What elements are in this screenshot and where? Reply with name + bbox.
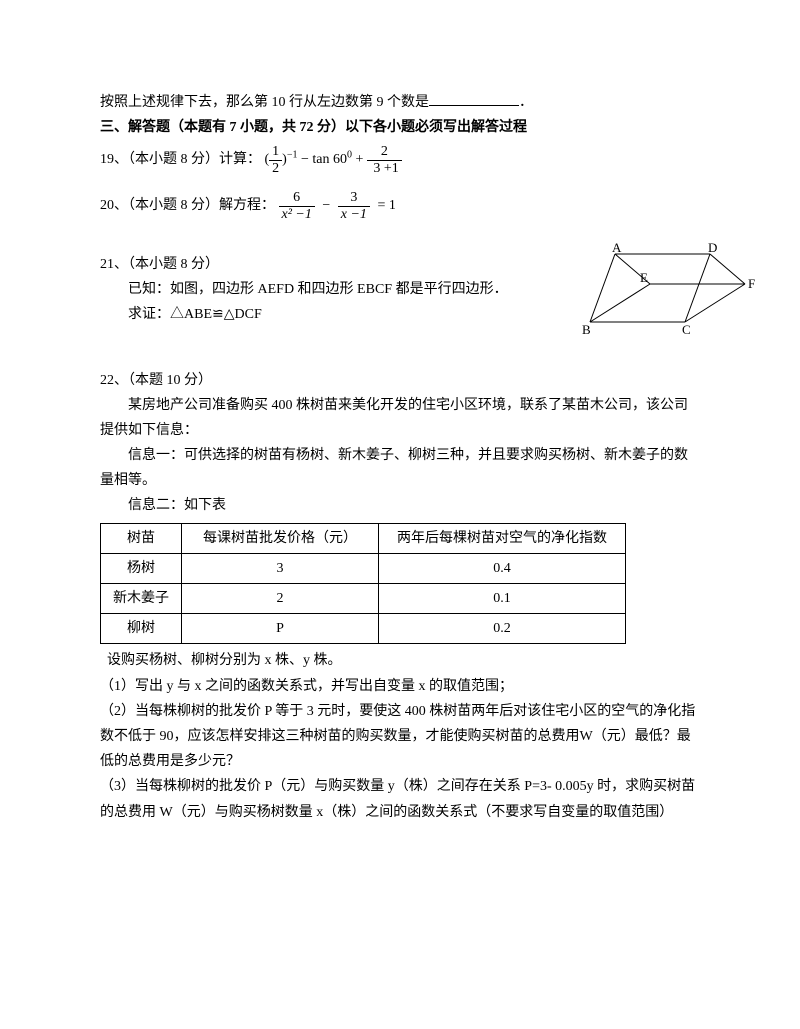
q19-prefix: 19、（本小题 8 分）计算： — [100, 152, 261, 167]
tree-table: 树苗 每课树苗批发价格（元） 两年后每棵树苗对空气的净化指数 杨树 3 0.4 … — [100, 523, 626, 645]
cell: 杨树 — [101, 553, 182, 583]
cell: 柳树 — [101, 614, 182, 644]
q20-f2: 3x −1 — [338, 190, 370, 222]
q19-f2-num: 2 — [367, 144, 402, 160]
th-1: 每课树苗批发价格（元） — [182, 523, 379, 553]
q19-f1-den: 2 — [269, 161, 282, 176]
q22-p1: （1）写出 y 与 x 之间的函数关系式，并写出自变量 x 的取值范围； — [100, 674, 700, 699]
cell: 0.4 — [379, 553, 626, 583]
q19-frac2: 2 3 +1 — [367, 144, 402, 176]
cell: P — [182, 614, 379, 644]
question-20: 20、（本小题 8 分）解方程： 6x² −1 − 3x −1 = 1 — [100, 190, 700, 222]
q19-exp1: −1 — [287, 150, 298, 161]
q19-exp2: 0 — [347, 150, 352, 161]
th-0: 树苗 — [101, 523, 182, 553]
q20-f2n: 3 — [338, 190, 370, 206]
section-3-title: 三、解答题（本题有 7 小题，共 72 分）以下各小题必须写出解答过程 — [100, 115, 700, 140]
cell: 新木姜子 — [101, 584, 182, 614]
q19-rad: 3 — [373, 161, 380, 176]
question-22: 22、（本题 10 分） 某房地产公司准备购买 400 株树苗来美化开发的住宅小… — [100, 368, 700, 825]
table-row: 树苗 每课树苗批发价格（元） 两年后每棵树苗对空气的净化指数 — [101, 523, 626, 553]
label-f: F — [748, 276, 755, 291]
q22-p3: （3）当每株柳树的批发价 P（元）与购买数量 y（株）之间存在关系 P=3- 0… — [100, 774, 700, 824]
q19-f1-num: 1 — [269, 144, 282, 160]
q22-p2: （2）当每株柳树的批发价 P 等于 3 元时，要使这 400 株树苗两年后对该住… — [100, 699, 700, 775]
q22-l1: 22、（本题 10 分） — [100, 368, 700, 393]
label-c: C — [682, 322, 691, 337]
th-2: 两年后每棵树苗对空气的净化指数 — [379, 523, 626, 553]
q19-frac1: 12 — [269, 144, 282, 176]
parallelogram-figure: A D E F B C — [570, 242, 760, 342]
table-row: 新木姜子 2 0.1 — [101, 584, 626, 614]
q20-prefix: 20、（本小题 8 分）解方程： — [100, 198, 275, 213]
q22-l3: 信息一：可供选择的树苗有杨树、新木姜子、柳树三种，并且要求购买杨树、新木姜子的数… — [100, 443, 700, 493]
question-21: 21、（本小题 8 分） 已知：如图，四边形 AEFD 和四边形 EBCF 都是… — [100, 252, 700, 328]
q20-eq: = 1 — [373, 198, 395, 213]
label-a: A — [612, 242, 622, 255]
label-b: B — [582, 322, 591, 337]
period: ． — [519, 95, 533, 110]
rule-line: 按照上述规律下去，那么第 10 行从左边数第 9 个数是 ． — [100, 90, 700, 115]
q22-l5: 设购买杨树、柳树分别为 x 株、y 株。 — [100, 648, 700, 673]
q19-plus: + — [355, 152, 363, 167]
cell: 3 — [182, 553, 379, 583]
question-19: 19、（本小题 8 分）计算： (12)−1 − tan 600 + 2 3 +… — [100, 144, 700, 176]
q20-f1: 6x² −1 — [279, 190, 315, 222]
q19-f2-den: 3 +1 — [367, 161, 402, 176]
q19-minus-tan: − tan 60 — [301, 152, 347, 167]
q20-f1d: x² −1 — [279, 207, 315, 222]
table-row: 杨树 3 0.4 — [101, 553, 626, 583]
blank-field[interactable] — [429, 91, 519, 106]
rule-text: 按照上述规律下去，那么第 10 行从左边数第 9 个数是 — [100, 95, 429, 110]
q19-rad-plus: +1 — [384, 161, 399, 176]
q20-f2d: x −1 — [338, 207, 370, 222]
q22-l4: 信息二：如下表 — [100, 493, 700, 518]
q20-minus: − — [318, 198, 334, 213]
label-d: D — [708, 242, 717, 255]
table-row: 柳树 P 0.2 — [101, 614, 626, 644]
q20-f1n: 6 — [279, 190, 315, 206]
cell: 0.2 — [379, 614, 626, 644]
cell: 0.1 — [379, 584, 626, 614]
cell: 2 — [182, 584, 379, 614]
q22-l2: 某房地产公司准备购买 400 株树苗来美化开发的住宅小区环境，联系了某苗木公司，… — [100, 393, 700, 443]
label-e: E — [640, 270, 648, 285]
